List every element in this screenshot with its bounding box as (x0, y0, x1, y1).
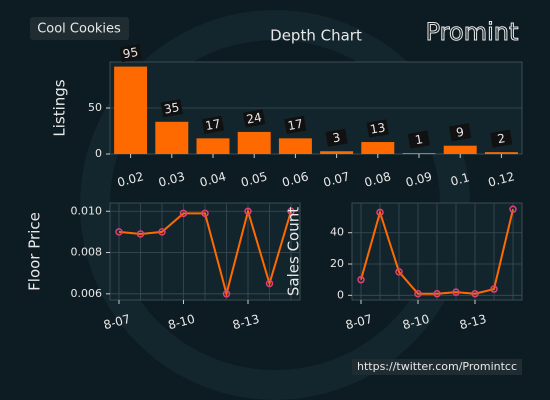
marker (490, 285, 498, 293)
marker (395, 268, 403, 276)
logo: Promint (426, 18, 519, 46)
x-tick-label: 0.04 (198, 169, 227, 189)
marker (115, 228, 123, 236)
badge: Cool Cookies (37, 22, 121, 37)
x-tick-label: 0.06 (281, 169, 310, 189)
marker (414, 289, 422, 298)
value-label: 9 (455, 125, 465, 140)
x-tick-label: 8-13 (231, 312, 261, 333)
value-label: 95 (122, 45, 139, 61)
y-axis-label: Sales Count (285, 207, 303, 296)
x-tick-label: 0.09 (404, 169, 433, 189)
bar (155, 121, 189, 154)
marker (158, 228, 166, 236)
y-tick-label: 40 (330, 226, 344, 239)
value-label: 2 (496, 131, 506, 146)
marker (509, 205, 517, 214)
marker (222, 290, 231, 298)
marker (452, 288, 460, 296)
footer-link: https://twitter.com/Promintcc (357, 360, 517, 373)
marker (471, 289, 479, 298)
value-label-box (284, 115, 307, 134)
marker (433, 289, 441, 298)
value-label: 17 (287, 117, 304, 133)
value-label-box (407, 130, 431, 149)
x-tick-label: 8-10 (401, 312, 431, 333)
bar (114, 66, 148, 154)
chart-title: Depth Chart (270, 27, 362, 45)
x-tick-label: 8-07 (344, 312, 374, 333)
value-label: 3 (332, 130, 342, 145)
value-label-box (325, 128, 348, 147)
line (118, 207, 292, 298)
value-label-box (490, 129, 513, 148)
bar (402, 153, 436, 154)
x-tick-label: 0.08 (363, 169, 392, 189)
bar (237, 131, 271, 154)
value-label: 24 (245, 110, 262, 126)
marker (201, 209, 209, 218)
y-tick-label: 0 (337, 288, 344, 301)
y-axis-label: Floor Price (26, 212, 44, 291)
value-label: 1 (414, 132, 424, 147)
marker (179, 209, 188, 218)
marker (265, 279, 274, 288)
x-tick-label: 0.12 (487, 169, 516, 189)
value-label-box (448, 123, 472, 142)
x-tick-label: 0.02 (116, 169, 145, 189)
marker (357, 275, 365, 284)
x-tick-label: 8-07 (102, 312, 132, 333)
bar (361, 142, 395, 154)
bar (443, 145, 477, 154)
value-label: 35 (163, 100, 180, 116)
value-label-box (119, 43, 142, 63)
marker (244, 207, 252, 216)
y-tick-label: 0.008 (71, 246, 103, 259)
y-tick-label: 0.010 (71, 204, 103, 217)
x-tick-label: 8-13 (458, 312, 488, 333)
y-tick-label: 20 (330, 257, 344, 270)
y-tick-label: 0 (95, 147, 102, 160)
value-label: 17 (204, 117, 221, 133)
marker (376, 208, 384, 217)
link-box (352, 359, 522, 375)
x-tick-label: 8-10 (166, 312, 196, 333)
marker (287, 207, 295, 216)
x-tick-label: 0.05 (239, 169, 268, 189)
bar (278, 138, 312, 154)
x-tick-label: 0.07 (322, 169, 351, 189)
bar (196, 138, 230, 154)
y-tick-label: 50 (88, 101, 102, 114)
value-label-box (201, 115, 225, 134)
bar (484, 152, 518, 154)
x-tick-label: 0.1 (449, 170, 471, 188)
bar (320, 151, 354, 154)
value-label-box (160, 99, 183, 118)
marker (136, 230, 145, 238)
y-tick-label: 0.006 (71, 287, 103, 300)
value-label-box (366, 119, 389, 138)
x-tick-label: 0.03 (157, 169, 186, 189)
badge-box (30, 17, 129, 40)
line (360, 208, 514, 295)
y-axis-label: Listings (51, 79, 69, 136)
value-label: 13 (369, 120, 386, 136)
value-label-box (242, 109, 266, 128)
